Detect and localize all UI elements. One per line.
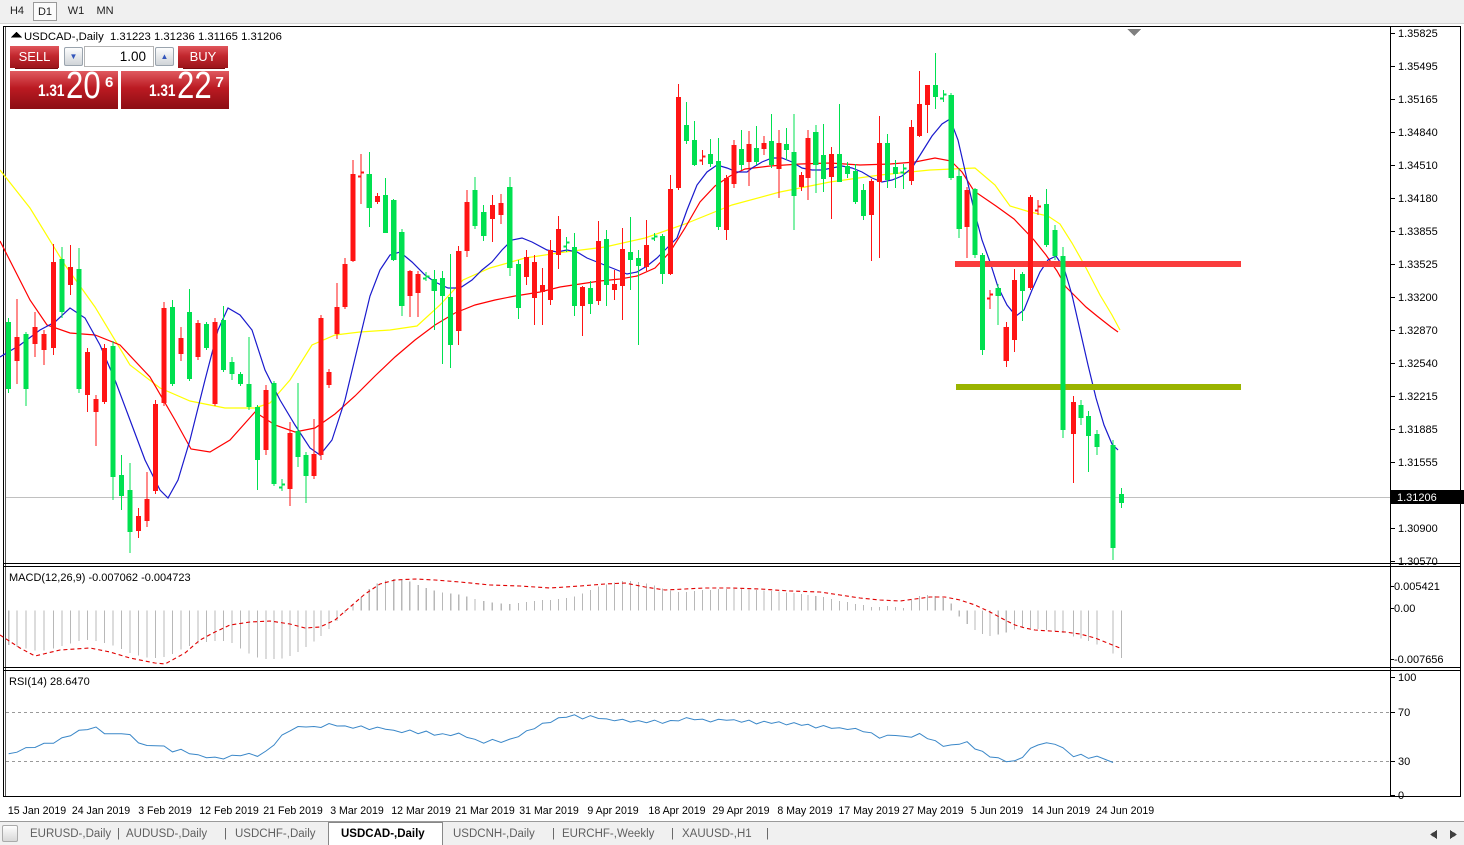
svg-text:12 Feb 2019: 12 Feb 2019 [199,805,259,817]
svg-text:0: 0 [1398,790,1404,802]
svg-text:1.32870: 1.32870 [1398,325,1438,337]
svg-text:USDCAD-,Daily 1.31223 1.31236: USDCAD-,Daily 1.31223 1.31236 1.31165 1.… [24,31,282,43]
svg-text:100: 100 [1398,672,1416,684]
svg-text:1.30900: 1.30900 [1398,523,1438,535]
svg-text:3 Feb 2019: 3 Feb 2019 [138,805,192,817]
svg-text:1.35825: 1.35825 [1398,28,1438,40]
svg-text:24 Jan 2019: 24 Jan 2019 [72,805,130,817]
svg-text:18 Apr 2019: 18 Apr 2019 [648,805,705,817]
svg-text:1.34510: 1.34510 [1398,160,1438,172]
svg-text:1.35165: 1.35165 [1398,94,1438,106]
svg-text:3 Mar 2019: 3 Mar 2019 [330,805,384,817]
svg-text:12 Mar 2019: 12 Mar 2019 [391,805,451,817]
svg-text:70: 70 [1398,707,1410,719]
svg-text:1.32215: 1.32215 [1398,391,1438,403]
svg-text:1.31885: 1.31885 [1398,424,1438,436]
svg-text:1.33200: 1.33200 [1398,292,1438,304]
svg-text:24 Jun 2019: 24 Jun 2019 [1096,805,1154,817]
svg-text:30: 30 [1398,756,1410,768]
svg-text:RSI(14) 28.6470: RSI(14) 28.6470 [9,676,90,688]
svg-text:29 Apr 2019: 29 Apr 2019 [712,805,769,817]
svg-text:31 Mar 2019: 31 Mar 2019 [519,805,579,817]
svg-text:17 May 2019: 17 May 2019 [838,805,899,817]
svg-text:1.31555: 1.31555 [1398,457,1438,469]
svg-text:1.30570: 1.30570 [1398,556,1438,568]
svg-text:15 Jan 2019: 15 Jan 2019 [8,805,66,817]
svg-text:27 May 2019: 27 May 2019 [902,805,963,817]
svg-text:0.005421: 0.005421 [1394,581,1440,593]
svg-text:-0.007656: -0.007656 [1394,654,1444,666]
svg-text:0.00: 0.00 [1394,603,1415,615]
svg-text:1.34840: 1.34840 [1398,127,1438,139]
svg-text:14 Jun 2019: 14 Jun 2019 [1032,805,1090,817]
svg-text:21 Feb 2019: 21 Feb 2019 [263,805,323,817]
svg-text:8 May 2019: 8 May 2019 [777,805,832,817]
svg-text:MACD(12,26,9) -0.007062 -0.004: MACD(12,26,9) -0.007062 -0.004723 [9,572,191,584]
svg-text:1.31206: 1.31206 [1397,492,1437,504]
svg-text:1.33855: 1.33855 [1398,226,1438,238]
svg-text:1.34180: 1.34180 [1398,193,1438,205]
svg-text:9 Apr 2019: 9 Apr 2019 [587,805,638,817]
svg-text:1.33525: 1.33525 [1398,259,1438,271]
svg-text:1.35495: 1.35495 [1398,61,1438,73]
svg-text:5 Jun 2019: 5 Jun 2019 [971,805,1024,817]
svg-text:21 Mar 2019: 21 Mar 2019 [455,805,515,817]
svg-text:1.32540: 1.32540 [1398,358,1438,370]
